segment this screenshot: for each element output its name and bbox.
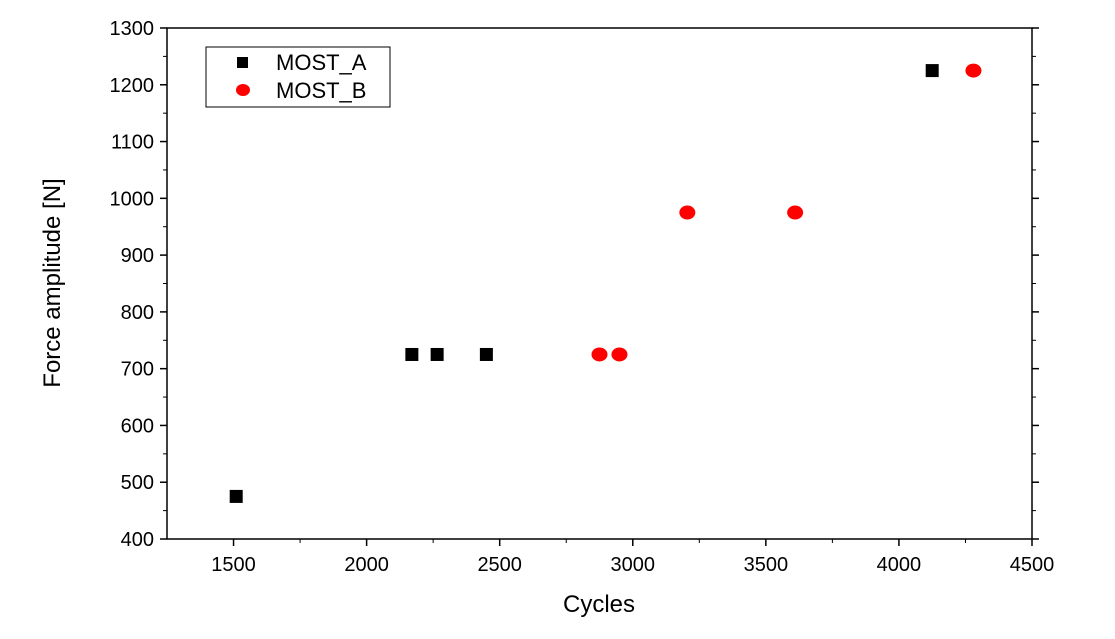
point-most-b xyxy=(965,63,982,78)
y-axis-title: Force amplitude [N] xyxy=(39,178,66,387)
x-axis-title: Cycles xyxy=(563,591,635,618)
point-most-a xyxy=(925,64,939,78)
legend-label-most-a: MOST_A xyxy=(276,50,367,75)
x-axis-ticks: 1500 2000 2500 3000 3500 4000 4500 xyxy=(211,539,1054,576)
y-tick-label: 1200 xyxy=(110,75,155,97)
legend: MOST_A MOST_B xyxy=(205,46,391,108)
x-tick-label: 1500 xyxy=(211,554,256,576)
x-tick-label: 2500 xyxy=(477,554,522,576)
legend-marker-most-b xyxy=(236,84,250,96)
x-tick-label: 4000 xyxy=(877,554,922,576)
point-most-b xyxy=(591,347,608,362)
legend-box xyxy=(205,46,391,108)
legend-label-most-b: MOST_B xyxy=(276,78,366,103)
legend-marker-most-a xyxy=(237,57,248,68)
point-most-b xyxy=(611,347,628,362)
y-tick-label: 400 xyxy=(121,529,154,551)
y-tick-label: 800 xyxy=(121,302,154,324)
x-tick-label: 3500 xyxy=(744,554,789,576)
point-most-a xyxy=(430,347,444,361)
x-tick-label: 2000 xyxy=(344,554,389,576)
point-most-b xyxy=(787,205,804,220)
point-most-a xyxy=(405,347,419,361)
point-most-a xyxy=(479,347,493,361)
x-tick-label: 4500 xyxy=(1010,554,1055,576)
y-tick-label: 500 xyxy=(121,472,154,494)
point-most-b xyxy=(679,205,696,220)
y-tick-label: 600 xyxy=(121,415,154,437)
x-tick-label: 3000 xyxy=(611,554,656,576)
point-most-a xyxy=(229,489,243,503)
data-points xyxy=(229,63,982,503)
y-axis-ticks: 400 500 600 700 800 900 1000 1100 1200 1300 xyxy=(110,18,1039,551)
y-tick-label: 700 xyxy=(121,359,154,381)
y-tick-label: 900 xyxy=(121,245,154,267)
y-tick-label: 1000 xyxy=(110,188,155,210)
y-tick-label: 1300 xyxy=(110,18,155,40)
y-tick-label: 1100 xyxy=(111,132,154,154)
